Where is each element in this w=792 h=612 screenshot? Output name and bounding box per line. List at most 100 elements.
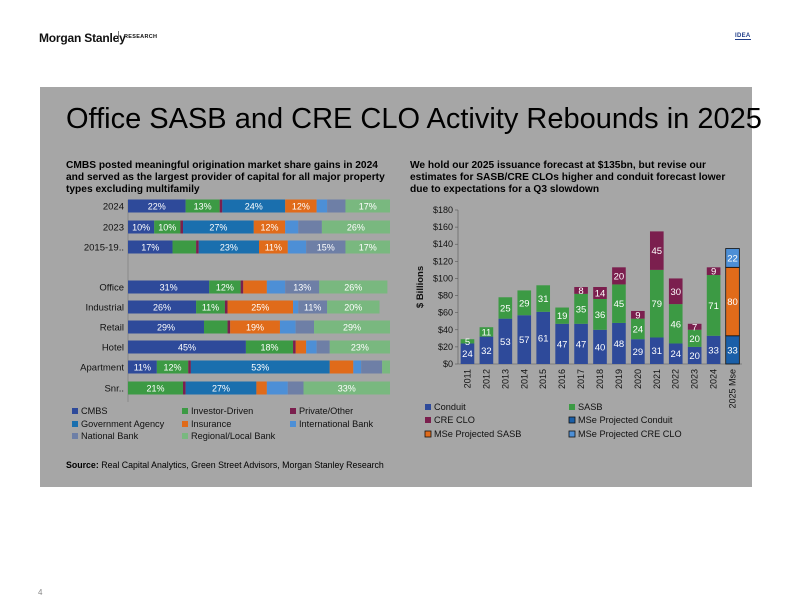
issuance-data-label: 22 (727, 253, 738, 264)
share-legend-swatch (72, 433, 78, 439)
issuance-data-label: 71 (708, 301, 719, 312)
issuance-xtick-label: 2015 (538, 369, 548, 389)
share-bar-segment (185, 381, 257, 395)
share-bar-segment (287, 381, 304, 395)
issuance-legend-swatch (569, 404, 575, 410)
share-data-label: 18% (260, 343, 278, 353)
issuance-xtick-label: 2023 (690, 369, 700, 389)
issuance-legend-label: MSe Projected Conduit (578, 415, 673, 425)
issuance-bar-segment (593, 287, 607, 299)
share-data-label: 13% (194, 202, 212, 212)
share-data-label: 11% (304, 303, 321, 313)
left-chart-subtitle: CMBS posted meaningful origination marke… (66, 160, 385, 195)
brand-logo: Morgan Stanley (39, 31, 126, 45)
issuance-bar-segment (555, 307, 569, 324)
issuance-data-label: 31 (538, 294, 549, 305)
share-bar-segment (172, 240, 197, 254)
share-bar-segment (259, 240, 288, 254)
share-bar-segment (128, 320, 204, 334)
share-data-label: 26% (344, 283, 362, 293)
share-bar-segment (285, 199, 317, 213)
share-bar-segment (128, 240, 173, 254)
share-bar-segment (128, 340, 246, 354)
issuance-bar-segment (706, 275, 721, 336)
issuance-bar-segment (593, 329, 607, 364)
share-bar-segment (188, 360, 191, 374)
share-bar-segment (306, 240, 346, 254)
share-data-label: 27% (212, 384, 230, 394)
issuance-bar-segment (612, 284, 626, 323)
issuance-legend-label: Conduit (434, 402, 466, 412)
share-category-label: Apartment (80, 363, 124, 374)
share-data-label: 15% (317, 243, 335, 253)
share-legend-swatch (72, 421, 78, 427)
share-data-label: 24% (245, 202, 263, 212)
share-bar-segment (222, 199, 286, 213)
issuance-bar-segment (706, 267, 721, 276)
share-legend-swatch (290, 421, 296, 427)
issuance-data-label: 47 (576, 339, 587, 350)
share-bar-segment (298, 300, 328, 314)
share-category-label: 2015-19.. (84, 243, 124, 254)
issuance-legend-swatch (424, 430, 432, 438)
issuance-bar-segment (649, 337, 664, 364)
share-legend-label: National Bank (81, 431, 139, 441)
issuance-xtick-label: 2019 (614, 369, 624, 389)
issuance-xtick-label: 2017 (576, 369, 586, 389)
share-legend-swatch (182, 408, 188, 414)
share-bar-segment (353, 360, 362, 374)
issuance-legend-swatch (568, 416, 576, 424)
issuance-data-label: 8 (578, 286, 583, 297)
share-category-label: Hotel (102, 343, 124, 354)
issuance-data-label: 46 (670, 319, 681, 330)
issuance-bar-segment (668, 343, 683, 364)
issuance-bar-segment (536, 311, 551, 364)
share-bar-segment (295, 320, 315, 334)
share-bar-segment (253, 220, 286, 234)
share-category-label: Industrial (85, 303, 124, 314)
issuance-bar-segment (612, 267, 626, 285)
share-bar-segment (128, 280, 210, 294)
issuance-data-label: 14 (595, 288, 606, 299)
issuance-xtick-label: 2020 (633, 369, 643, 389)
issuance-data-label: 45 (652, 246, 663, 257)
issuance-ytick-label: $0 (443, 359, 453, 369)
share-legend-label: CMBS (81, 406, 108, 416)
issuance-data-label: 33 (708, 345, 719, 356)
share-bar-segment (327, 300, 380, 314)
share-bar-segment (156, 360, 189, 374)
issuance-data-label: 33 (727, 345, 738, 356)
share-bar-segment (345, 240, 390, 254)
share-data-label: 23% (351, 343, 369, 353)
share-bar-segment (321, 220, 390, 234)
issuance-bar-segment (498, 297, 513, 319)
share-legend-label: Private/Other (299, 406, 353, 416)
issuance-bar-segment (725, 248, 740, 268)
issuance-data-label: 9 (635, 310, 640, 321)
issuance-bar-segment (593, 298, 607, 330)
issuance-data-label: 32 (481, 346, 492, 357)
issuance-bar-segment (479, 327, 494, 337)
share-data-label: 53% (251, 363, 269, 373)
share-data-label: 29% (343, 323, 361, 333)
share-data-label: 25% (251, 303, 269, 313)
issuance-data-label: 24 (462, 349, 473, 360)
issuance-legend-swatch (425, 404, 431, 410)
share-bar-segment (128, 220, 155, 234)
share-data-label: 12% (164, 363, 182, 373)
share-data-label: 13% (293, 283, 311, 293)
share-bar-segment (303, 381, 390, 395)
issuance-xtick-label: 2025 Mse (728, 369, 738, 409)
share-data-label: 17% (359, 243, 377, 253)
issuance-bar-segment (612, 322, 626, 364)
issuance-data-label: 36 (595, 310, 606, 321)
issuance-data-label: 24 (670, 349, 681, 360)
share-data-label: 21% (147, 384, 165, 394)
issuance-data-label: 29 (633, 347, 644, 358)
share-data-label: 33% (338, 384, 356, 394)
share-data-label: 45% (178, 343, 196, 353)
issuance-bar-segment (649, 269, 664, 338)
share-legend-label: Regional/Local Bank (191, 431, 276, 441)
share-data-label: 17% (359, 202, 377, 212)
